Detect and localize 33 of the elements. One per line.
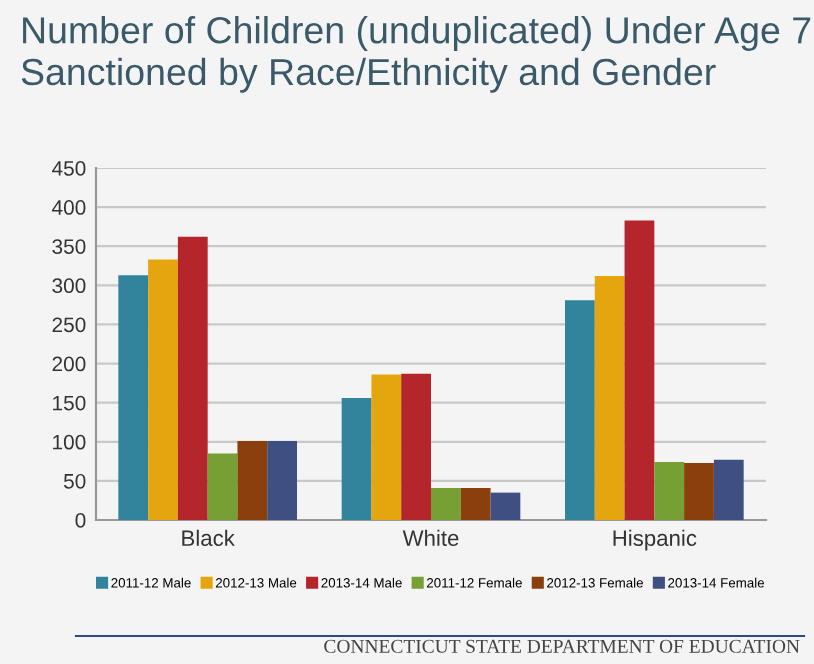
y-tick-label: 150 [53,395,86,411]
bar [148,259,178,520]
bar [371,374,402,520]
y-tick-label: 250 [52,317,86,333]
bar [237,441,268,520]
bar [713,459,744,520]
bar [654,462,685,520]
y-tick-label: 100 [53,434,86,450]
chart-title: Number of Children (unduplicated) Under Age 7 Sanctioned by Race/Ethnicity and Gender [21,16,811,93]
text: CONNECTICUT STATE DEPARTMENT OF EDUCATION [324,639,800,653]
bar [624,220,655,520]
bar [684,462,714,520]
y-tick-label: 350 [52,239,86,254]
bar [118,275,149,520]
bar [267,441,297,520]
y-tick-label: 450 [52,161,86,176]
bar [341,397,372,520]
x-tick-label: Hispanic [613,529,697,551]
y-tick-label: 0 [75,513,86,528]
bar [431,487,461,520]
bar [490,492,521,520]
y-tick-label: 200 [52,356,86,372]
y-tick-label: 50 [63,473,86,489]
y-tick-label: 300 [52,278,86,294]
bar [594,275,625,520]
bar [565,300,595,520]
y-tick-label: 400 [52,200,86,215]
bar [207,453,238,520]
bar [460,487,491,520]
x-tick-label: White [402,529,459,547]
x-tick-label: Black [182,529,235,547]
bar [177,236,208,520]
bar [401,373,431,520]
